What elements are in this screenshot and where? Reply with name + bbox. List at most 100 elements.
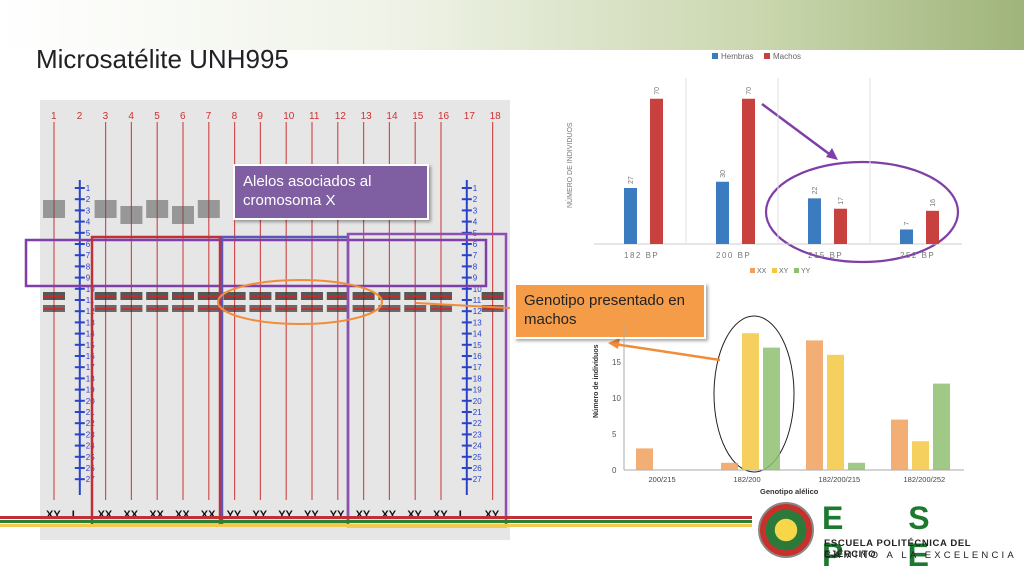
data-label: 27 [628,176,635,184]
ladder-number: 20 [86,397,95,406]
bar [808,198,821,244]
ladder-number: 5 [86,229,91,238]
lane-number: 8 [232,111,238,122]
gel-band-smear [120,206,143,224]
ladder-number: 10 [86,285,95,294]
data-label: 7 [904,221,911,225]
ladder-number: 17 [473,363,482,372]
ladder-number: 16 [473,352,482,361]
bar [827,354,844,470]
lane-number: 10 [283,111,295,122]
ladder-number: 9 [473,274,478,283]
ladder-number: 27 [86,475,95,484]
lane-number: 9 [257,111,263,122]
ladder-number: 7 [473,251,478,260]
lane-number: 6 [180,111,186,122]
legend-swatch [764,53,770,59]
genotype-callout: Genotipo presentado en machos [514,283,706,339]
ladder-number: 27 [473,475,482,484]
ladder-number: 3 [473,206,478,215]
ladder-number: 17 [86,363,95,372]
ladder-number: 23 [86,430,95,439]
legend-label: XX [757,268,767,275]
ladder-number: 13 [473,318,482,327]
lane-number: 12 [335,111,347,122]
gel-band-smear [172,206,194,224]
category-label: 200 BP [716,251,751,260]
lane-number: 16 [438,111,450,122]
bar [891,419,908,470]
bar [926,210,939,244]
ladder-number: 15 [86,341,95,350]
ladder-number: 11 [86,296,95,305]
category-label: 182 BP [624,251,659,260]
bar [721,462,738,470]
ladder-number: 16 [86,352,95,361]
data-label: 17 [838,197,845,205]
chart-allele-frequency: Hembras Machos NÚMERO DE INDIVIDUOS 27 70 182… [560,48,970,278]
legend-swatch [794,268,799,273]
bar [763,347,780,470]
category-label: 200/215 [649,475,676,484]
category-label: 182/200 [734,475,761,484]
ladder-number: 20 [473,397,482,406]
y-tick-label: 0 [612,466,617,475]
ladder-number: 13 [86,318,95,327]
legend-swatch [712,53,718,59]
legend-label: Hembras [721,52,753,61]
ladder-number: 14 [473,330,482,339]
ladder-number: 24 [86,442,95,451]
ladder-number: 9 [86,274,91,283]
slide-title: Microsatélite UNH995 [36,44,289,74]
data-label: 70 [746,87,753,95]
header-band [0,0,1024,50]
bar [912,441,929,470]
y-axis-label: NÚMERO DE INDIVIDUOS [565,122,574,208]
bar [742,333,759,470]
legend-label: YY [801,268,811,275]
ladder-number: 11 [473,296,482,305]
ladder-number: 15 [473,341,482,350]
lane-number: 3 [103,111,109,122]
gel-band-smear [146,200,169,218]
chart1-svg: Hembras Machos NÚMERO DE INDIVIDUOS 27 70 182… [565,52,962,275]
legend-label: Machos [773,52,801,61]
ladder-number: 6 [473,240,478,249]
ladder-number: 2 [86,195,91,204]
espe-logo-text: E S P E [822,500,958,573]
y-axis-label: Número de individuos [593,344,600,418]
lane-number: 13 [361,111,373,122]
ladder-number: 22 [86,419,95,428]
lane-number: 4 [128,111,134,122]
lane-number: 2 [77,111,83,122]
lane-number: 7 [206,111,212,122]
ladder-number: 12 [473,307,482,316]
bar [933,383,950,470]
bar [900,229,913,244]
bar [716,181,729,244]
legend-swatch [750,268,755,273]
lane-genotype-label: L [72,509,79,521]
lane-number: 15 [412,111,424,122]
lane-number: 18 [490,111,502,122]
ladder-number: 4 [473,218,478,227]
data-label: 70 [654,87,661,95]
ladder-number: 5 [473,229,478,238]
y-tick-label: 15 [612,358,621,367]
lane-number: 11 [309,111,320,122]
ladder-number: 24 [473,442,482,451]
ladder-number: 1 [473,184,478,193]
ladder-number: 8 [86,262,91,271]
ladder-number: 4 [86,218,91,227]
data-label: 30 [720,170,727,178]
ladder-number: 1 [86,184,91,193]
bar [806,340,823,470]
data-label: 16 [930,199,937,207]
ladder-number: 26 [473,464,482,473]
ladder-number: 8 [473,262,478,271]
y-tick-label: 10 [612,394,621,403]
category-label: 182/200/215 [819,475,861,484]
lane-number: 14 [386,111,398,122]
data-label: 22 [812,186,819,194]
ladder-number: 26 [86,464,95,473]
